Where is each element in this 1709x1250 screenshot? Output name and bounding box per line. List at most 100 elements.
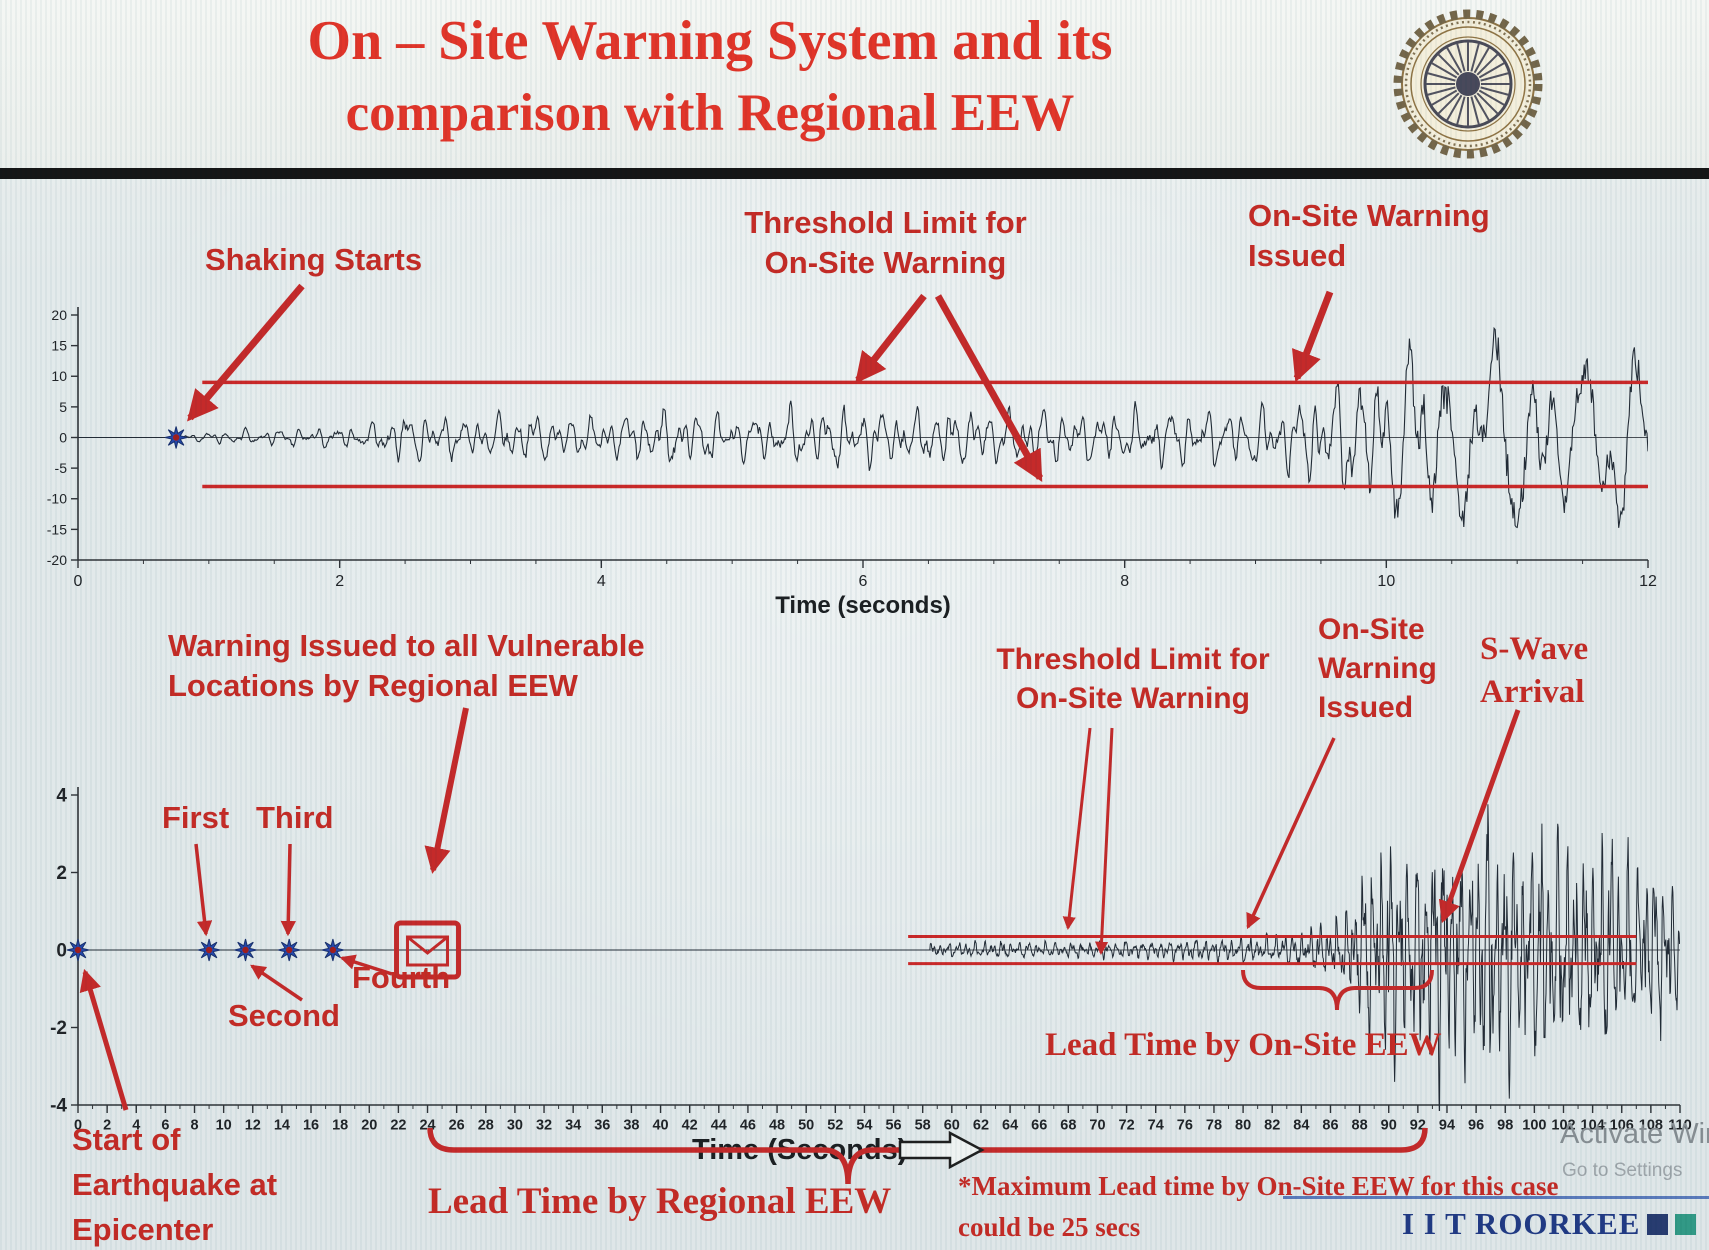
svg-text:76: 76 (1177, 1118, 1193, 1134)
svg-text:40: 40 (652, 1118, 668, 1134)
slide-title-line2: comparison with Regional EEW (345, 84, 1075, 143)
threshold-bottom-line1: Threshold Limit for (996, 643, 1270, 676)
svg-text:22: 22 (390, 1118, 406, 1134)
svg-text:8: 8 (190, 1118, 198, 1134)
onsite-warning-bottom-line2: Warning (1318, 652, 1437, 685)
svg-text:38: 38 (623, 1118, 639, 1134)
svg-text:88: 88 (1352, 1118, 1368, 1134)
first-station-label: First (162, 800, 230, 835)
onsite-warning-top-line1: On-Site Warning (1248, 198, 1490, 233)
svg-text:2: 2 (56, 863, 67, 884)
svg-text:106: 106 (1610, 1118, 1634, 1134)
bottom-chart-xlabel: Time (Seconds) (692, 1134, 908, 1166)
svg-text:34: 34 (565, 1118, 581, 1134)
svg-text:84: 84 (1293, 1118, 1309, 1134)
brand-square-navy (1647, 1213, 1669, 1235)
svg-text:70: 70 (1089, 1118, 1105, 1134)
top-chart-xlabel: Time (seconds) (775, 592, 951, 619)
svg-text:16: 16 (303, 1118, 319, 1134)
svg-text:86: 86 (1322, 1118, 1338, 1134)
svg-text:8: 8 (1120, 573, 1129, 590)
threshold-bottom-line2: On-Site Warning (1016, 682, 1250, 715)
shaking-starts-label: Shaking Starts (205, 242, 423, 277)
svg-text:58: 58 (915, 1118, 931, 1134)
svg-text:36: 36 (594, 1118, 610, 1134)
slide-title: On – Site Warning System and its compari… (110, 2, 1310, 147)
header-divider (0, 168, 1709, 179)
fourth-station-label: Fourth (352, 960, 451, 995)
third-station-label: Third (256, 800, 334, 835)
svg-text:2: 2 (103, 1118, 111, 1134)
svg-text:26: 26 (449, 1118, 465, 1134)
svg-text:78: 78 (1206, 1118, 1222, 1134)
slide-title-line1: On – Site Warning System and its (307, 10, 1113, 72)
svg-text:0: 0 (74, 573, 83, 590)
svg-text:66: 66 (1031, 1118, 1047, 1134)
svg-text:-5: -5 (55, 460, 68, 476)
svg-text:110: 110 (1668, 1118, 1691, 1134)
onsite-warning-bottom-label: On-Site Warning Issued (1318, 610, 1437, 727)
regional-warning-label: Warning Issued to all Vulnerable Locatio… (168, 626, 645, 707)
svg-text:74: 74 (1148, 1118, 1164, 1134)
svg-text:10: 10 (1377, 573, 1395, 590)
svg-text:2: 2 (335, 573, 344, 590)
epicenter-line2: Earthquake at (72, 1166, 278, 1202)
svg-text:108: 108 (1639, 1118, 1663, 1134)
svg-text:30: 30 (507, 1118, 523, 1134)
svg-text:14: 14 (274, 1118, 290, 1134)
svg-text:64: 64 (1002, 1118, 1018, 1134)
footnote-line1: *Maximum Lead time by On-Site EEW for th… (958, 1171, 1559, 1201)
svg-text:6: 6 (161, 1118, 169, 1134)
svg-text:52: 52 (827, 1118, 843, 1134)
epicenter-line3: Epicenter (72, 1211, 214, 1247)
regional-warning-line1: Warning Issued to all Vulnerable (168, 628, 645, 663)
regional-warning-line2: Locations by Regional EEW (168, 668, 578, 704)
activate-windows-settings-watermark: Go to Settings (1562, 1160, 1683, 1181)
svg-text:82: 82 (1264, 1118, 1280, 1134)
second-station-label: Second (228, 998, 340, 1033)
onsite-warning-top-line2: Issued (1248, 238, 1347, 274)
svg-text:0: 0 (59, 429, 67, 445)
svg-text:46: 46 (740, 1118, 756, 1134)
svg-text:92: 92 (1410, 1118, 1426, 1134)
svg-text:28: 28 (478, 1118, 494, 1134)
svg-text:72: 72 (1119, 1118, 1135, 1134)
footnote-line2: could be 25 secs (958, 1211, 1141, 1242)
svg-text:18: 18 (332, 1118, 348, 1134)
lead-time-onsite-label: Lead Time by On-Site EEW (1045, 1027, 1442, 1063)
swave-line1: S-Wave (1480, 631, 1589, 667)
svg-text:10: 10 (51, 368, 67, 384)
svg-text:12: 12 (1639, 573, 1657, 590)
svg-text:42: 42 (682, 1118, 698, 1134)
svg-text:-10: -10 (47, 491, 67, 507)
svg-text:-4: -4 (50, 1096, 67, 1117)
iit-roorkee-logo (1393, 9, 1543, 159)
activate-windows-watermark: Activate Win (1560, 1118, 1709, 1150)
svg-text:32: 32 (536, 1118, 552, 1134)
svg-text:6: 6 (859, 573, 868, 590)
epicenter-label: Start of Earthquake at Epicenter (72, 1118, 277, 1250)
swave-arrival-label: S-Wave Arrival (1480, 628, 1588, 714)
svg-text:20: 20 (51, 307, 67, 323)
epicenter-line1: Start of (72, 1122, 181, 1157)
swave-line2: Arrival (1480, 673, 1585, 710)
threshold-top-line2: On-Site Warning (764, 245, 1007, 281)
svg-text:48: 48 (769, 1118, 785, 1134)
svg-text:-2: -2 (50, 1018, 67, 1039)
footer-rule (1283, 1196, 1709, 1199)
svg-text:0: 0 (74, 1118, 82, 1134)
svg-text:90: 90 (1381, 1118, 1397, 1134)
svg-text:102: 102 (1551, 1118, 1575, 1134)
lead-time-regional-label: Lead Time by Regional EEW (428, 1181, 892, 1222)
onsite-warning-top-label: On-Site Warning Issued (1248, 196, 1490, 277)
svg-text:-20: -20 (47, 552, 67, 568)
threshold-top-label: Threshold Limit for On-Site Warning (728, 203, 1043, 284)
iit-roorkee-text: I I T ROORKEE (1402, 1206, 1641, 1241)
iit-roorkee-wordmark: I I T ROORKEE (1402, 1206, 1697, 1242)
svg-text:44: 44 (711, 1118, 727, 1134)
onsite-seismogram-chart: -20 -15 -10 -5 0 5 10 15 20 0 2 4 6 8 10 12 (47, 307, 1657, 590)
threshold-top-line1: Threshold Limit for (744, 205, 1027, 240)
svg-text:4: 4 (56, 786, 67, 807)
svg-text:62: 62 (973, 1118, 989, 1134)
